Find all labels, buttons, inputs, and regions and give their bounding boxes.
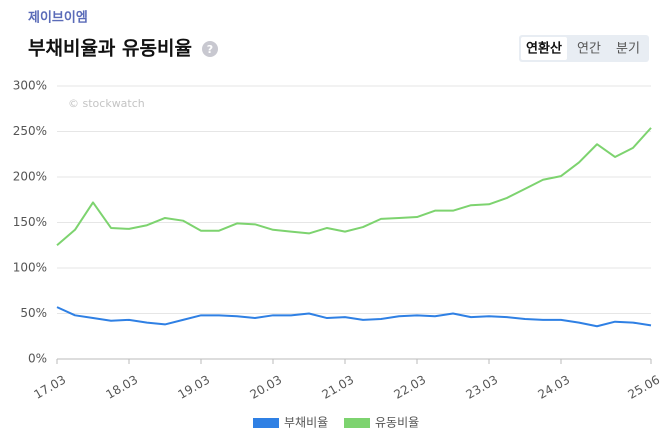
line bbox=[56, 306, 652, 328]
legend-swatch bbox=[344, 418, 370, 428]
legend-swatch bbox=[253, 418, 279, 428]
x-tick-label: 17.03 bbox=[31, 373, 68, 402]
x-tick-label: 25.06 bbox=[625, 373, 662, 402]
y-tick-label: 150% bbox=[13, 215, 47, 229]
y-tick-label: 50% bbox=[20, 306, 47, 320]
y-tick-label: 250% bbox=[13, 124, 47, 138]
tab[interactable]: 연간 bbox=[577, 42, 601, 57]
x-tick-label: 19.03 bbox=[175, 373, 212, 402]
x-tick-label: 21.03 bbox=[319, 373, 356, 402]
help-icon-text: ? bbox=[207, 43, 213, 56]
help-icon[interactable] bbox=[202, 41, 218, 57]
x-tick-label: 18.03 bbox=[103, 373, 140, 402]
company-name[interactable]: 제이브이엠 bbox=[28, 10, 88, 26]
y-tick-label: 0% bbox=[28, 352, 47, 366]
y-tick-label: 300% bbox=[13, 79, 47, 93]
watermark: © stockwatch bbox=[68, 97, 145, 110]
x-tick-label: 24.03 bbox=[535, 373, 572, 402]
x-tick-label: 23.03 bbox=[463, 373, 500, 402]
tab[interactable]: 분기 bbox=[616, 42, 640, 57]
chart-title: 부채비율과 유동비율 bbox=[28, 38, 192, 60]
legend-label: 부채비율 bbox=[284, 416, 328, 430]
tab[interactable]: 연환산 bbox=[526, 41, 562, 57]
tab-active-bg bbox=[521, 37, 567, 60]
x-tick-label: 20.03 bbox=[247, 373, 284, 402]
y-tick-label: 200% bbox=[13, 170, 47, 184]
line bbox=[56, 127, 652, 247]
x-tick-label: 22.03 bbox=[391, 373, 428, 402]
y-tick-label: 100% bbox=[13, 261, 47, 275]
legend-label: 유동비율 bbox=[375, 416, 419, 430]
